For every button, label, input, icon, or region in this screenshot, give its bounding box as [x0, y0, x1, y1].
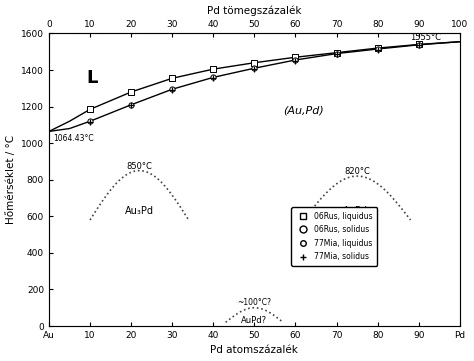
Text: 1064.43°C: 1064.43°C	[53, 134, 94, 143]
Point	[168, 76, 176, 82]
Point	[128, 102, 135, 108]
Point	[333, 50, 340, 56]
Point	[128, 90, 135, 95]
Point	[168, 86, 176, 92]
Point	[128, 102, 135, 108]
Point	[292, 57, 299, 63]
Text: (Au,Pd): (Au,Pd)	[283, 106, 324, 116]
X-axis label: Pd tömegszázalék: Pd tömegszázalék	[207, 5, 301, 16]
Point	[210, 75, 217, 81]
Text: 1555°C: 1555°C	[410, 33, 441, 42]
Text: AuPd?: AuPd?	[241, 316, 267, 325]
Point	[210, 66, 217, 72]
Point	[415, 42, 422, 48]
Y-axis label: Hőmérséklet / °C: Hőmérséklet / °C	[6, 135, 16, 224]
Point	[128, 89, 135, 95]
Point	[333, 51, 340, 57]
Point	[333, 51, 340, 57]
Point	[292, 55, 299, 61]
Point	[86, 107, 94, 113]
Point	[210, 74, 217, 80]
Point	[168, 87, 176, 93]
Point	[415, 42, 422, 47]
Text: Au₃Pd: Au₃Pd	[125, 206, 154, 217]
Point	[86, 119, 94, 125]
Point	[374, 46, 382, 52]
Point	[374, 45, 382, 51]
Point	[168, 75, 176, 81]
Text: L: L	[86, 69, 97, 87]
Text: AuPd₃: AuPd₃	[343, 206, 372, 217]
Point	[415, 43, 422, 48]
Point	[86, 106, 94, 112]
Point	[415, 42, 422, 48]
Text: ~100°C?: ~100°C?	[237, 298, 272, 307]
Point	[374, 45, 382, 51]
Point	[210, 66, 217, 71]
Point	[251, 65, 258, 71]
Point	[86, 118, 94, 124]
Point	[374, 47, 382, 52]
Point	[251, 60, 258, 66]
Point	[292, 58, 299, 64]
Text: 850°C: 850°C	[127, 162, 152, 171]
Point	[333, 50, 340, 56]
Legend: 06Rus, liquidus, 06Rus, solidus, 77Mia, liquidus, 77Mia, solidus: 06Rus, liquidus, 06Rus, solidus, 77Mia, …	[291, 207, 377, 266]
Point	[292, 55, 299, 60]
Text: 820°C: 820°C	[344, 167, 370, 176]
Point	[251, 66, 258, 71]
X-axis label: Pd atomszázalék: Pd atomszázalék	[210, 345, 298, 356]
Point	[251, 60, 258, 66]
